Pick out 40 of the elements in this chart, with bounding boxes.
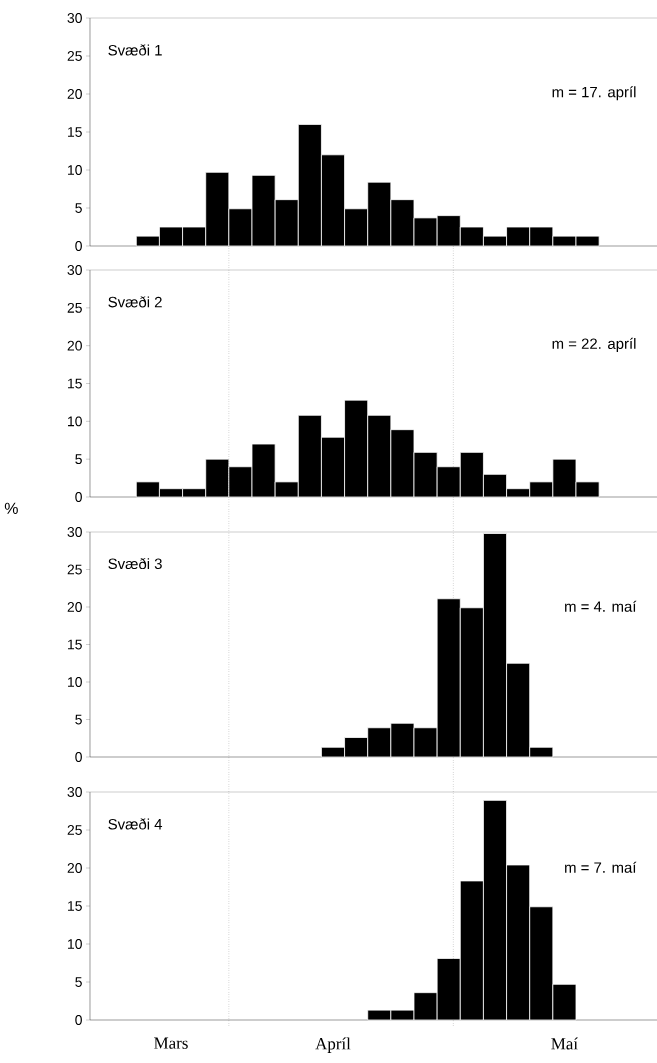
y-tick-label: 20 [67, 863, 82, 873]
y-tick-label: 5 [75, 977, 82, 987]
text: Svæði 3 [108, 557, 162, 570]
y-tick-label: 15 [67, 378, 82, 389]
y-tick-label: 25 [67, 564, 82, 575]
y-tick-label: 5 [75, 714, 82, 725]
y-tick-label: 30 [67, 787, 82, 797]
x-tick-label: Maí [551, 1037, 578, 1050]
text: Svæði 1 [108, 44, 162, 56]
annotation: m = 22. apríl [552, 337, 636, 352]
y-tick-label: 0 [75, 1015, 82, 1025]
y-tick-label: 20 [67, 340, 82, 351]
x-tick-label: Apríl [315, 1037, 351, 1053]
y-tick-label: 5 [75, 454, 82, 465]
y-tick-label: 15 [67, 639, 82, 650]
y-tick-label: 25 [67, 302, 82, 313]
y-tick-label: 25 [67, 825, 82, 835]
y-tick-label: 15 [67, 127, 82, 137]
annotation: m = 4. maí [564, 600, 637, 612]
y-tick-label: 15 [67, 901, 82, 911]
y-tick-label: 10 [67, 416, 82, 427]
y-tick-label: 5 [75, 203, 82, 213]
x-tick-label: Mars [153, 1037, 188, 1049]
y-tick-label: 0 [75, 241, 82, 251]
y-tick-label: 30 [67, 527, 82, 537]
y-axis-title: % [4, 502, 18, 514]
y-tick-label: 10 [67, 165, 82, 175]
y-tick-label: 20 [67, 602, 82, 612]
y-tick-label: 25 [67, 51, 82, 61]
y-tick-label: 0 [75, 752, 82, 762]
y-tick-label: 10 [67, 939, 82, 949]
y-tick-label: 0 [75, 492, 82, 502]
annotation: m = 7. maí [564, 861, 637, 873]
annotation: m = 17. apríl [552, 86, 636, 101]
y-tick-label: 10 [67, 677, 82, 687]
y-tick-label: 20 [67, 89, 82, 99]
y-tick-label: 30 [67, 265, 82, 275]
text: Svæði 4 [108, 818, 162, 830]
y-tick-label: 30 [67, 13, 82, 23]
text: Svæði 2 [108, 296, 162, 308]
